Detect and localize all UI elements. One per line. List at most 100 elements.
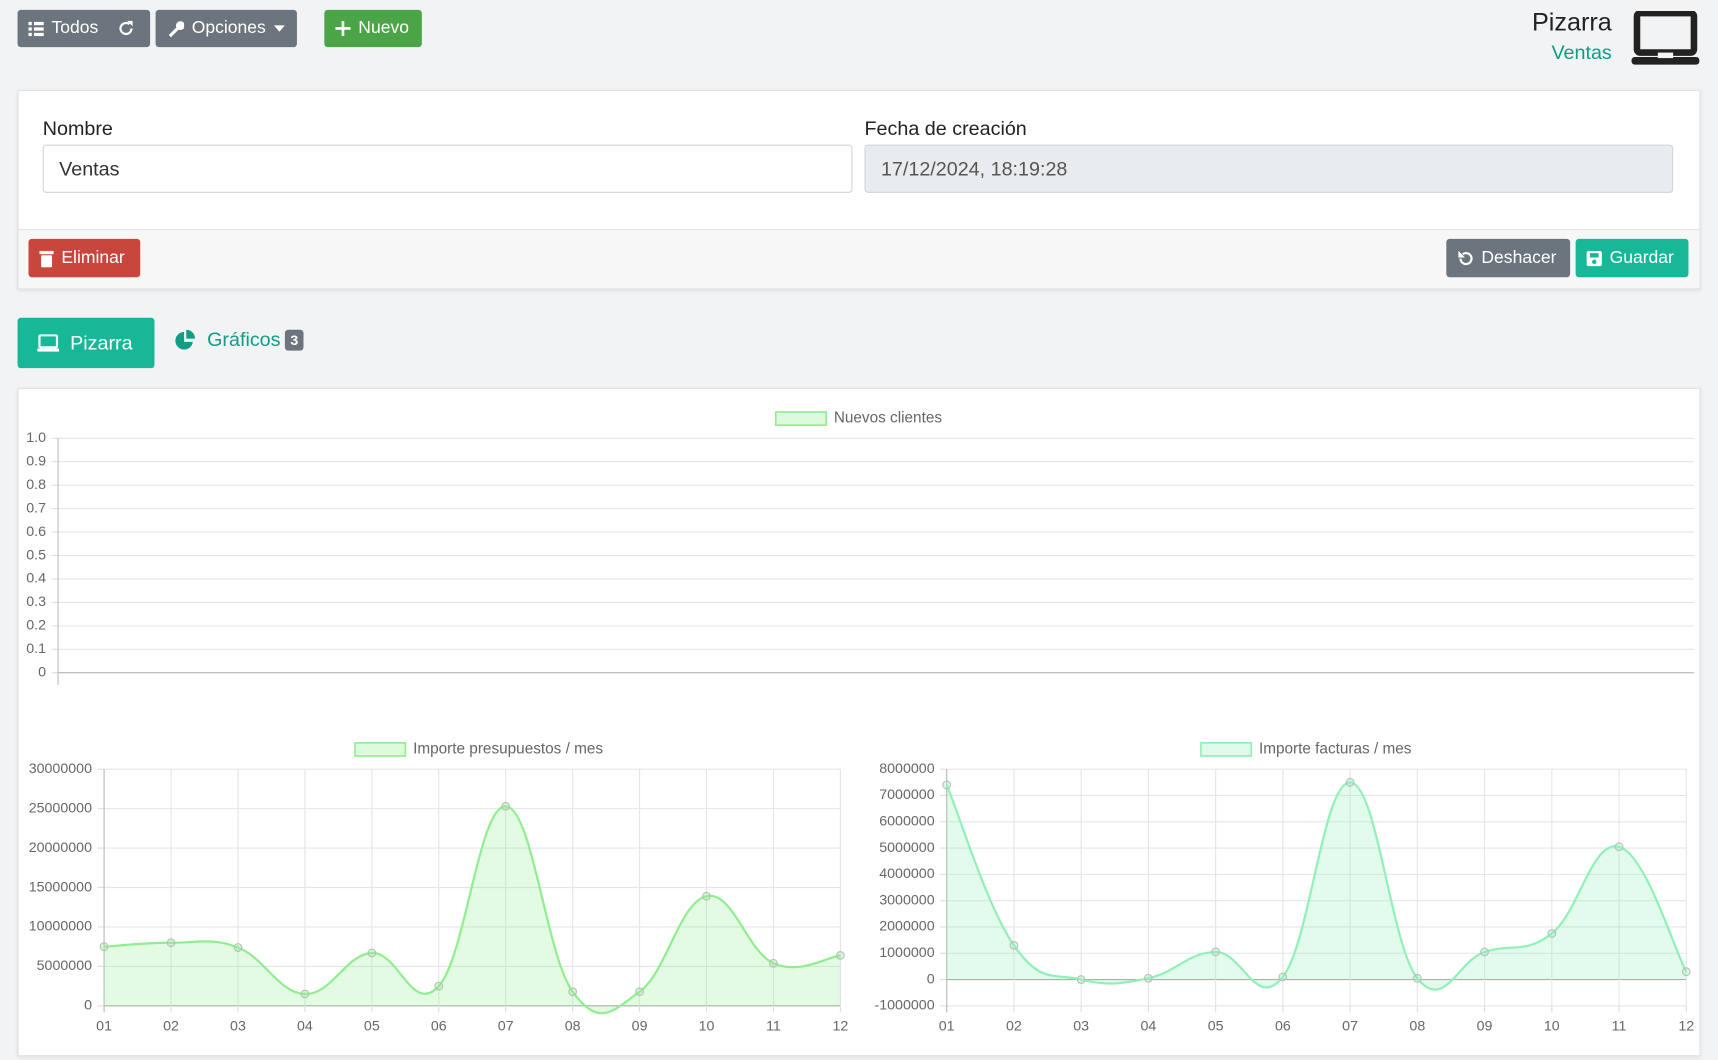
refresh-icon[interactable] xyxy=(117,20,135,38)
point xyxy=(1345,777,1355,787)
legend-label: Importe presupuestos / mes xyxy=(413,741,603,758)
y-tick-label: 1.0 xyxy=(26,430,46,446)
y-tick-label: 3000000 xyxy=(879,892,934,908)
x-tick-label: 11 xyxy=(766,1018,781,1034)
point xyxy=(99,942,109,952)
charts-tab[interactable]: Gráficos 3 xyxy=(174,329,304,352)
y-tick-label: 4000000 xyxy=(879,866,934,882)
x-tick-label: 12 xyxy=(832,1018,848,1034)
point xyxy=(769,958,778,968)
x-tick-label: 08 xyxy=(565,1018,581,1034)
save-label: Guardar xyxy=(1609,248,1674,267)
plus-icon xyxy=(335,20,351,37)
point xyxy=(1614,842,1624,852)
y-tick-label: 0 xyxy=(927,971,935,987)
y-tick-label: 0.6 xyxy=(26,524,46,540)
board-tab[interactable]: Pizarra xyxy=(17,317,155,369)
x-tick-label: 05 xyxy=(364,1018,380,1034)
y-tick-label: 6000000 xyxy=(879,814,934,830)
trash-icon xyxy=(39,250,54,267)
options-button[interactable]: Opciones xyxy=(155,9,297,48)
charts-card xyxy=(17,387,1701,1057)
undo-button[interactable]: Deshacer xyxy=(1446,238,1571,278)
date-value: 17/12/2024, 18:19:28 xyxy=(880,157,1068,180)
new-button[interactable]: Nuevo xyxy=(324,9,422,48)
point xyxy=(501,801,511,811)
x-tick-label: 03 xyxy=(1073,1018,1089,1034)
point xyxy=(1681,967,1691,977)
point xyxy=(1480,947,1489,957)
save-button[interactable]: Guardar xyxy=(1575,238,1689,278)
name-input[interactable]: Ventas xyxy=(42,144,853,193)
y-tick-label: 0.2 xyxy=(26,618,46,634)
delete-label: Eliminar xyxy=(61,248,125,267)
x-tick-label: 02 xyxy=(163,1018,179,1034)
point xyxy=(942,780,952,790)
point xyxy=(836,950,845,960)
all-button[interactable]: Todos xyxy=(17,9,151,48)
y-tick-label: -1000000 xyxy=(874,998,934,1014)
y-tick-label: 5000000 xyxy=(879,840,934,856)
date-input: 17/12/2024, 18:19:28 xyxy=(864,144,1674,193)
caret-icon xyxy=(273,25,285,32)
x-tick-label: 10 xyxy=(1544,1018,1560,1034)
laptop-icon xyxy=(1631,10,1700,65)
point xyxy=(166,938,176,948)
x-tick-label: 10 xyxy=(699,1018,715,1034)
y-tick-label: 7000000 xyxy=(879,787,934,803)
undo-label: Deshacer xyxy=(1481,248,1557,267)
y-tick-label: 30000000 xyxy=(29,761,92,777)
new-label: Nuevo xyxy=(358,18,409,38)
x-tick-label: 12 xyxy=(1678,1018,1694,1034)
point xyxy=(702,891,711,901)
y-tick-label: 2000000 xyxy=(879,919,934,935)
point xyxy=(1144,973,1153,983)
point xyxy=(1547,929,1557,938)
x-tick-label: 07 xyxy=(1342,1018,1358,1034)
x-tick-label: 04 xyxy=(1140,1018,1156,1034)
date-label: Fecha de creación xyxy=(864,117,1027,140)
y-tick-label: 0.4 xyxy=(26,571,46,587)
x-tick-label: 09 xyxy=(632,1018,648,1034)
list-icon xyxy=(28,21,44,37)
name-label: Nombre xyxy=(42,117,113,140)
x-tick-label: 09 xyxy=(1477,1018,1493,1034)
y-tick-label: 0.1 xyxy=(26,641,46,657)
y-tick-label: 0.7 xyxy=(26,500,46,516)
y-tick-label: 15000000 xyxy=(29,879,92,895)
pie-icon xyxy=(175,329,196,349)
point xyxy=(1076,975,1086,984)
x-tick-label: 06 xyxy=(431,1018,447,1034)
legend-swatch xyxy=(354,742,407,757)
legend-label: Importe facturas / mes xyxy=(1259,741,1412,758)
legend-swatch xyxy=(1200,742,1253,757)
page-subtitle: Ventas xyxy=(1551,41,1612,64)
x-tick-label: 07 xyxy=(498,1018,514,1034)
name-value: Ventas xyxy=(59,157,120,180)
save-icon xyxy=(1586,250,1602,266)
y-tick-label: 0.9 xyxy=(26,453,46,469)
x-tick-label: 11 xyxy=(1612,1018,1627,1034)
page-title: Pizarra xyxy=(1531,7,1612,37)
point xyxy=(1009,940,1019,950)
y-tick-label: 0 xyxy=(84,998,92,1014)
line xyxy=(945,781,1688,991)
point xyxy=(635,987,644,997)
delete-button[interactable]: Eliminar xyxy=(28,238,141,278)
y-tick-label: 25000000 xyxy=(29,800,92,816)
legend-swatch xyxy=(774,411,827,426)
x-tick-label: 02 xyxy=(1006,1018,1022,1034)
charts-tab-label: Gráficos xyxy=(207,328,281,351)
wrench-icon xyxy=(168,21,185,38)
point xyxy=(568,987,578,997)
charts-count-badge: 3 xyxy=(284,329,304,351)
point xyxy=(1278,972,1288,982)
y-tick-label: 8000000 xyxy=(879,761,934,777)
point xyxy=(367,948,377,958)
area xyxy=(104,806,841,1014)
x-tick-label: 01 xyxy=(939,1018,955,1034)
y-tick-label: 0.3 xyxy=(26,594,46,610)
